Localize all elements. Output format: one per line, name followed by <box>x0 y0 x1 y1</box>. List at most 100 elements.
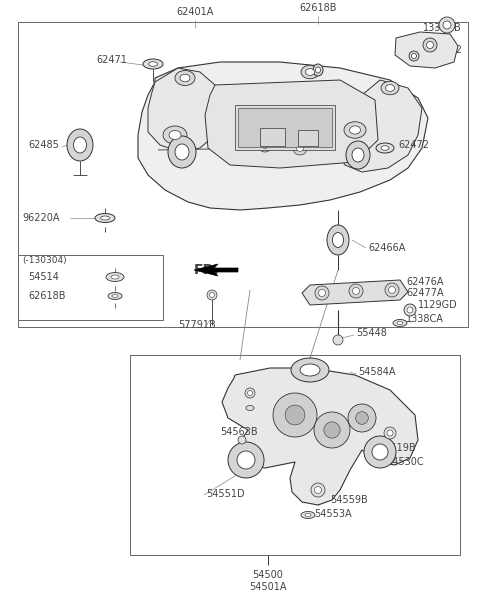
Circle shape <box>322 119 328 125</box>
Text: 54519B: 54519B <box>378 443 416 453</box>
Circle shape <box>388 286 396 294</box>
Circle shape <box>387 430 393 436</box>
Circle shape <box>427 41 433 49</box>
Circle shape <box>324 422 340 438</box>
Text: 62472: 62472 <box>398 140 429 150</box>
Polygon shape <box>395 32 458 68</box>
Ellipse shape <box>111 275 119 279</box>
Ellipse shape <box>301 512 315 518</box>
Circle shape <box>237 451 255 469</box>
Circle shape <box>262 141 268 149</box>
Text: 54559B: 54559B <box>330 495 368 505</box>
Text: 62401A: 62401A <box>176 7 214 17</box>
Text: 54553A: 54553A <box>314 509 352 519</box>
Circle shape <box>293 141 307 155</box>
Circle shape <box>311 483 325 497</box>
Ellipse shape <box>301 65 319 79</box>
Circle shape <box>407 307 413 313</box>
Polygon shape <box>302 280 408 305</box>
Text: 62477A: 62477A <box>406 288 444 298</box>
Ellipse shape <box>169 130 181 139</box>
Ellipse shape <box>73 137 86 153</box>
Ellipse shape <box>168 136 196 168</box>
Polygon shape <box>194 264 238 276</box>
Text: 62466A: 62466A <box>368 243 406 253</box>
Bar <box>260 128 285 146</box>
Text: 54584A: 54584A <box>358 367 396 377</box>
Bar <box>235 105 335 150</box>
Circle shape <box>385 283 399 297</box>
Text: 62485: 62485 <box>28 140 59 150</box>
Ellipse shape <box>344 122 366 138</box>
Text: 55448: 55448 <box>356 328 387 338</box>
Circle shape <box>352 287 360 295</box>
Ellipse shape <box>397 322 403 325</box>
Ellipse shape <box>305 69 314 76</box>
Ellipse shape <box>313 64 323 76</box>
Ellipse shape <box>112 295 118 298</box>
Ellipse shape <box>349 126 360 134</box>
Ellipse shape <box>106 272 124 281</box>
Text: 1339GB: 1339GB <box>423 23 462 33</box>
Ellipse shape <box>148 62 157 66</box>
Ellipse shape <box>333 233 344 247</box>
Circle shape <box>273 393 317 437</box>
Circle shape <box>318 115 332 129</box>
Circle shape <box>258 138 272 152</box>
Ellipse shape <box>100 216 109 220</box>
Ellipse shape <box>175 71 195 85</box>
Bar <box>18 255 163 320</box>
Circle shape <box>207 290 217 300</box>
Circle shape <box>348 404 376 432</box>
Ellipse shape <box>327 225 349 255</box>
Ellipse shape <box>352 148 364 162</box>
Circle shape <box>333 335 343 345</box>
Ellipse shape <box>246 406 254 410</box>
Text: 1338CA: 1338CA <box>406 314 444 324</box>
Text: 54563B: 54563B <box>220 427 258 437</box>
Circle shape <box>238 113 252 127</box>
Ellipse shape <box>381 146 389 150</box>
Ellipse shape <box>163 126 187 144</box>
Ellipse shape <box>381 81 399 95</box>
Circle shape <box>372 444 388 460</box>
Ellipse shape <box>95 214 115 222</box>
Polygon shape <box>222 368 418 505</box>
Text: 54500: 54500 <box>252 570 283 580</box>
Text: 1129GD: 1129GD <box>418 300 458 310</box>
Text: 62618B: 62618B <box>299 3 337 13</box>
Text: 62471: 62471 <box>96 55 127 65</box>
Polygon shape <box>148 68 218 152</box>
Circle shape <box>314 412 350 448</box>
Ellipse shape <box>67 129 93 161</box>
Text: (-130304): (-130304) <box>22 256 67 266</box>
Text: 54514: 54514 <box>28 272 59 282</box>
Bar <box>298 130 318 146</box>
Ellipse shape <box>175 144 189 160</box>
Circle shape <box>319 289 325 297</box>
Ellipse shape <box>385 85 395 91</box>
Ellipse shape <box>143 59 163 69</box>
Bar <box>18 22 468 327</box>
Circle shape <box>443 21 451 29</box>
Ellipse shape <box>180 74 190 82</box>
Circle shape <box>364 436 396 468</box>
Ellipse shape <box>315 67 321 73</box>
Text: FR.: FR. <box>194 263 220 277</box>
Polygon shape <box>335 80 422 172</box>
Text: 62618B: 62618B <box>28 291 65 301</box>
Ellipse shape <box>305 513 311 516</box>
Circle shape <box>409 51 419 61</box>
Circle shape <box>238 436 246 444</box>
Circle shape <box>411 54 417 58</box>
Circle shape <box>297 144 303 152</box>
Circle shape <box>281 114 288 122</box>
Text: 96220A: 96220A <box>22 213 60 223</box>
Circle shape <box>248 390 252 395</box>
Circle shape <box>439 17 455 33</box>
Circle shape <box>423 38 437 52</box>
Ellipse shape <box>376 143 394 153</box>
Text: 54501A: 54501A <box>249 582 287 592</box>
Ellipse shape <box>108 292 122 300</box>
Circle shape <box>228 442 264 478</box>
